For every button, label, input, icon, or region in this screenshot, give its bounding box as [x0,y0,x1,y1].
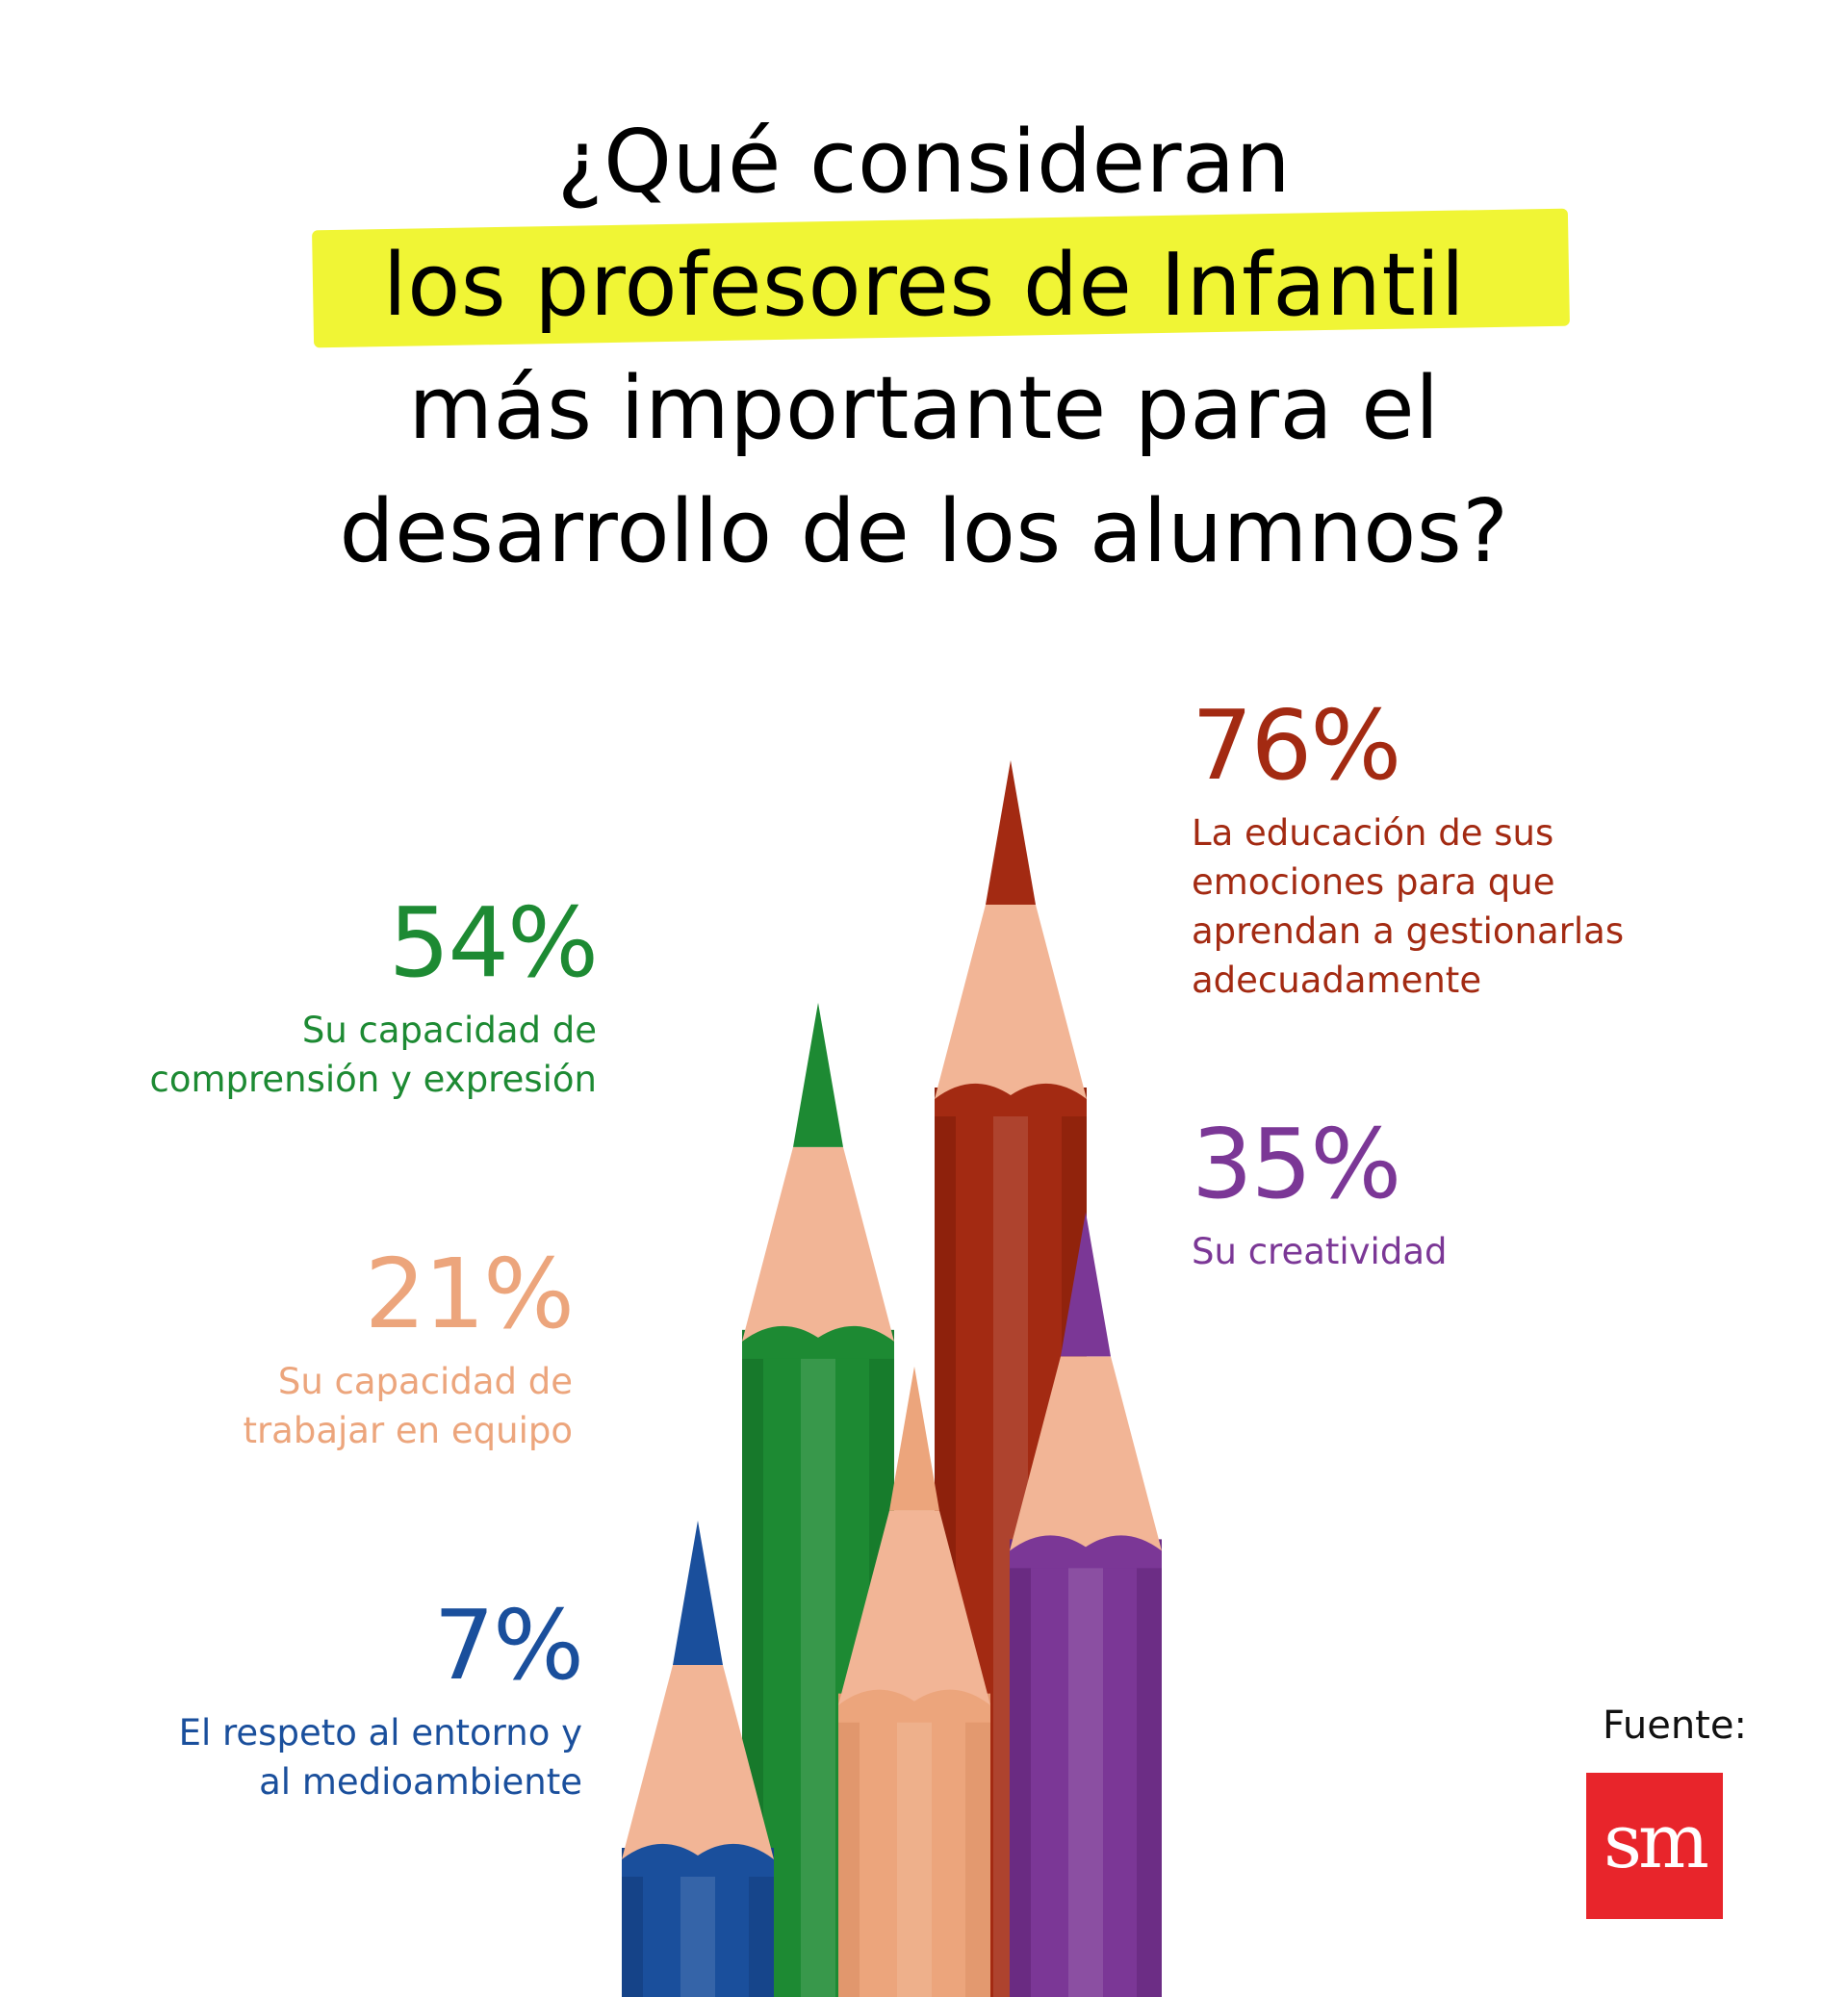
pencil-bar-equipo [838,1366,990,1997]
category-label-emociones: La educación de sus emociones para que a… [1192,808,1624,1005]
data-label-35: 35% [1192,1108,1401,1220]
data-label-7: 7% [433,1589,584,1702]
pencil-wood [622,1665,774,1859]
desc-line: La educación de sus [1192,812,1554,854]
pencil-wood [1010,1356,1162,1551]
category-label-equipo: Su capacidad de trabajar en equipo [96,1357,573,1455]
pencil-wood [742,1146,894,1342]
data-label-21: 21% [364,1238,575,1350]
pencil-body-shade [1137,1539,1162,1997]
pencil-bar-creatividad [1010,1212,1162,1997]
pencil-body-shade [838,1693,860,1997]
sm-logo: sm [1586,1773,1723,1919]
desc-line: adecuadamente [1192,960,1482,1001]
pencil-body-shade [1010,1539,1031,1997]
category-label-entorno: El respeto al entorno y al medioambiente [96,1708,582,1806]
stat-entorno: 7% El respeto al entorno y al medioambie… [96,1589,584,1806]
pencil-collar [742,1325,894,1359]
desc-line: al medioambiente [259,1761,582,1803]
pencil-bar-entorno [622,1521,774,1997]
stat-emociones: 76% La educación de sus emociones para q… [1192,693,1624,1005]
chart-title: ¿Qué consideran los profesores de Infant… [0,101,1848,594]
pencil-body-highlight [801,1329,835,1997]
pencil-lead [793,1002,843,1147]
desc-line: El respeto al entorno y [178,1712,582,1754]
stat-creatividad: 35% Su creatividad [1192,1112,1448,1276]
desc-line: Su capacidad de [277,1361,573,1402]
pencil-lead [1061,1212,1111,1357]
title-line-4: desarrollo de los alumnos? [339,481,1509,582]
pencil-body [838,1693,990,1997]
stat-equipo: 21% Su capacidad de trabajar en equipo [96,1238,575,1455]
pencil-wood [935,905,1087,1099]
source-label: Fuente: [1603,1703,1747,1748]
pencil-body-highlight [897,1693,932,1997]
desc-line: Su creatividad [1192,1231,1448,1272]
pencil-lead [986,760,1036,905]
pencil-body-shade [965,1693,990,1997]
pencil-collar [1010,1535,1162,1569]
stat-comprension: 54% Su capacidad de comprensión y expres… [96,886,600,1104]
title-line-2: los profesores de Infantil [382,235,1466,336]
data-label-76: 76% [1192,689,1401,802]
pencil-body-highlight [1068,1539,1103,1997]
pencil-lead [673,1521,723,1665]
sm-logo-text: sm [1604,1799,1709,1885]
category-label-comprension: Su capacidad de comprensión y expresión [96,1006,598,1104]
title-line-1: ¿Qué consideran [556,112,1292,213]
desc-line: aprendan a gestionarlas [1192,910,1625,952]
pencil-body-shade [622,1848,643,1997]
pencil-collar [935,1083,1087,1116]
title-line-3: más importante para el [408,358,1440,459]
pencil-body [1010,1539,1162,1997]
category-label-creatividad: Su creatividad [1192,1227,1448,1276]
data-label-54: 54% [388,886,599,999]
desc-line: Su capacidad de [301,1010,597,1051]
pencil-collar [838,1689,990,1723]
source: Fuente: [1559,1703,1790,1748]
desc-line: trabajar en equipo [243,1410,573,1451]
desc-line: emociones para que [1192,861,1555,903]
pencil-wood [838,1510,990,1705]
pencil-collar [622,1843,774,1877]
pencil-lead [889,1366,939,1511]
desc-line: comprensión y expresión [149,1059,598,1100]
